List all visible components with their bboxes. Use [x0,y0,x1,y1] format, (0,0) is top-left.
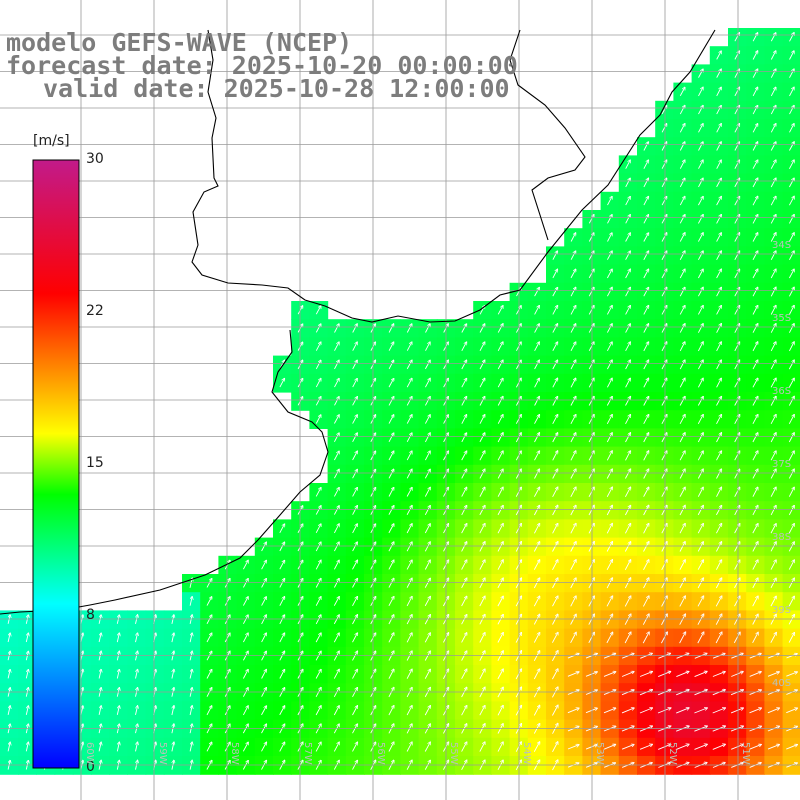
colorbar [32,159,80,769]
colorbar-tick-label: 8 [86,607,95,623]
colorbar-tick-label: 22 [86,303,104,319]
lon-label: 58W [229,742,240,765]
wind-speed-cells [0,28,800,775]
lat-label: 38S [772,532,792,543]
lon-label: 56W [375,742,386,765]
lon-label: 53W [594,742,605,765]
colorbar-tick-label: 15 [86,455,104,471]
lon-label: 60W [84,742,95,765]
colorbar-unit: [m/s] [33,133,70,149]
lon-label: 59W [157,742,168,765]
title-valid-date: valid date: 2025-10-28 12:00:00 [43,74,510,103]
lon-label: 57W [302,742,313,765]
lat-label: 39S [772,605,792,616]
lat-label: 35S [772,313,792,324]
coastline-interior [509,29,586,241]
lat-label: 37S [772,459,792,470]
lat-label: 34S [772,240,792,251]
lon-label: 51W [740,742,751,765]
colorbar-tick-label: 30 [86,151,104,167]
lon-label: 52W [667,742,678,765]
lat-label: 36S [772,386,792,397]
lat-label: 40S [772,678,792,689]
lon-label: 54W [521,742,532,765]
lon-label: 55W [448,742,459,765]
